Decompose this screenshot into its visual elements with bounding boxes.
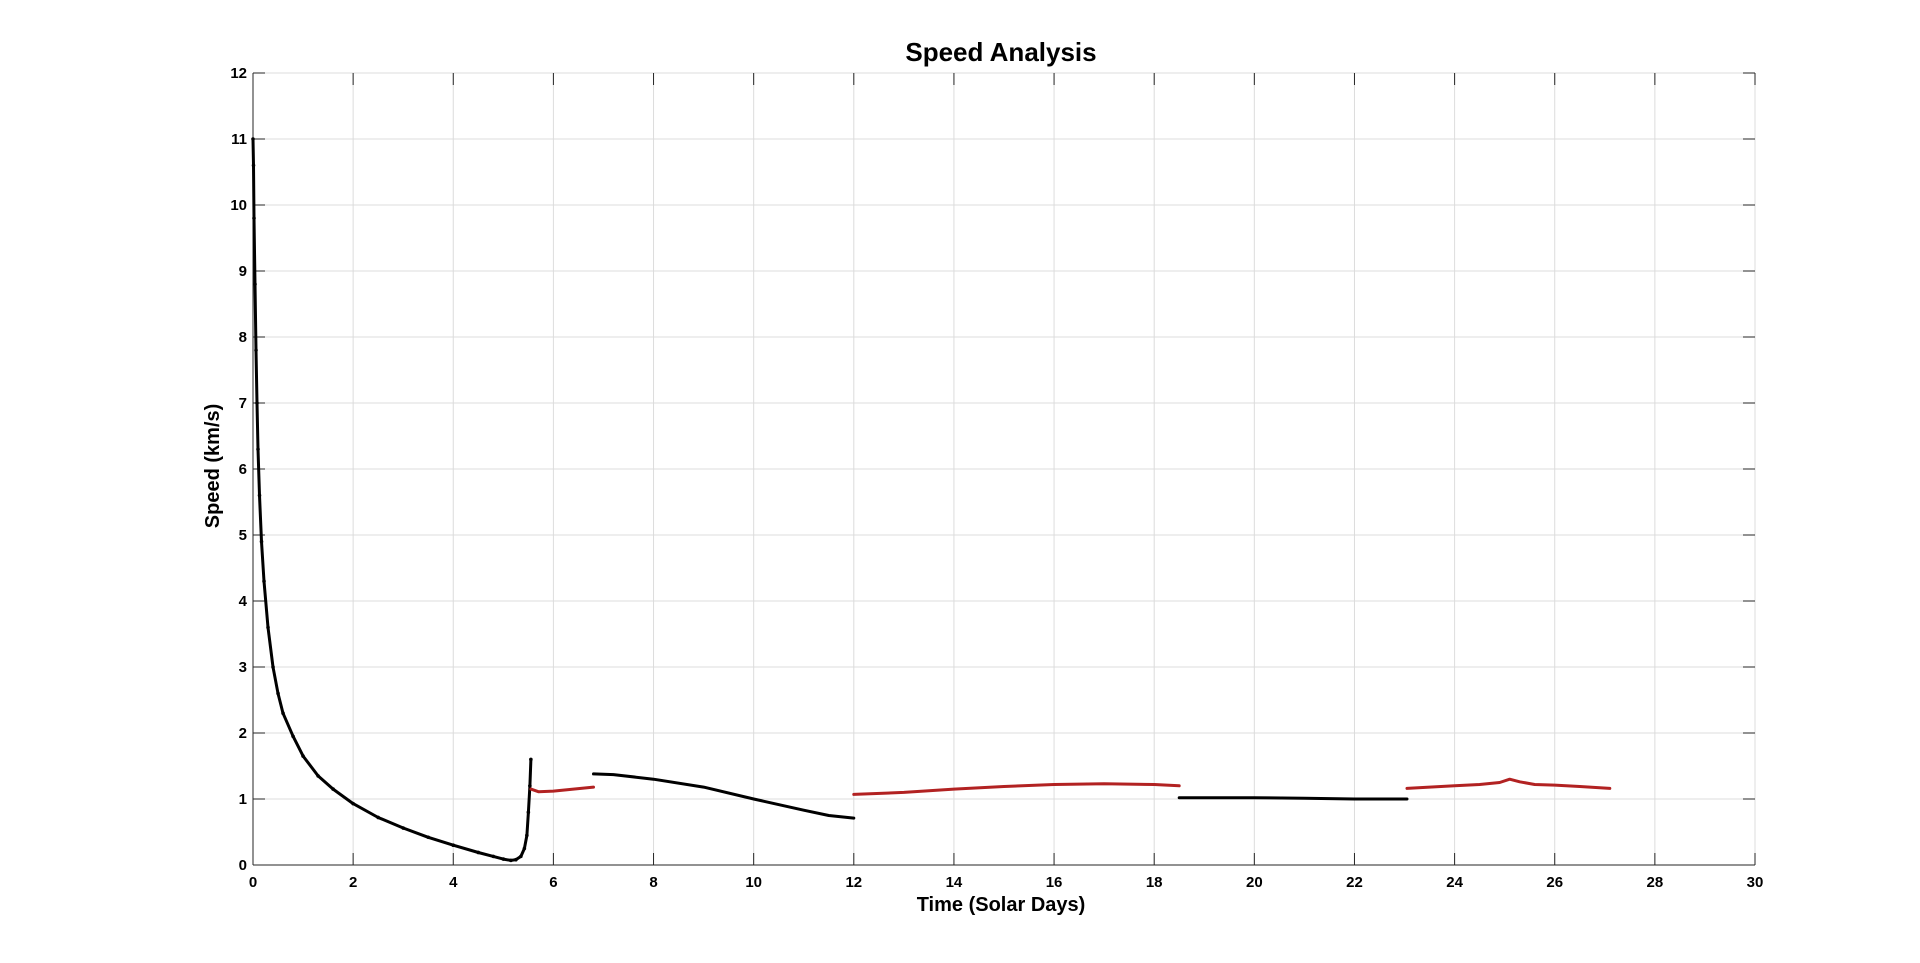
data-point <box>376 815 380 820</box>
data-point <box>266 625 270 630</box>
y-tick-label: 10 <box>230 197 247 214</box>
y-tick-label: 0 <box>239 857 247 874</box>
data-point <box>255 401 259 405</box>
data-point <box>476 850 481 855</box>
data-point <box>259 539 264 544</box>
data-point <box>316 774 320 778</box>
data-point <box>291 734 295 739</box>
data-point <box>401 826 406 830</box>
x-tick-label: 12 <box>845 874 862 891</box>
y-tick-label: 11 <box>231 131 247 148</box>
x-tick-label: 4 <box>449 874 458 891</box>
x-tick-label: 2 <box>349 874 357 891</box>
series-line-3 <box>592 772 856 820</box>
y-tick-label: 2 <box>239 725 247 742</box>
y-tick-label: 5 <box>239 527 247 544</box>
data-point <box>276 691 280 696</box>
data-point <box>281 711 285 715</box>
data-point <box>501 857 506 861</box>
data-point <box>526 810 531 814</box>
x-tick-label: 10 <box>745 874 762 891</box>
x-tick-label: 14 <box>946 874 963 891</box>
data-point <box>256 447 260 452</box>
data-point <box>509 858 513 863</box>
x-tick-label: 26 <box>1546 874 1563 891</box>
data-point <box>271 665 275 669</box>
x-tick-label: 16 <box>1046 874 1063 891</box>
data-point <box>301 754 305 758</box>
y-tick-label: 4 <box>239 593 248 610</box>
chart-title: Speed Analysis <box>905 37 1096 67</box>
data-point <box>257 493 262 498</box>
y-tick-label: 9 <box>239 263 247 280</box>
axes: 0 2 4 6 8 10 12 14 16 18 20 22 24 26 28 300123456789101… <box>230 65 1763 891</box>
y-tick-label: 1 <box>239 791 247 808</box>
series-line-1 <box>251 137 533 862</box>
data-point <box>254 348 258 353</box>
x-tick-label: 20 <box>1246 874 1263 891</box>
series-line-4 <box>852 782 1181 796</box>
data-point <box>528 784 532 788</box>
y-tick-label: 7 <box>239 395 247 412</box>
series-lines <box>251 137 1612 863</box>
y-tick-label: 8 <box>239 329 247 346</box>
data-point <box>351 801 355 806</box>
x-axis-label: Time (Solar Days) <box>917 894 1086 916</box>
x-tick-label: 18 <box>1146 874 1163 891</box>
data-point <box>451 843 456 847</box>
data-point <box>519 854 523 859</box>
data-point <box>529 757 533 762</box>
grid-lines <box>252 72 1756 866</box>
x-tick-label: 8 <box>649 874 657 891</box>
x-tick-label: 24 <box>1446 874 1463 891</box>
y-tick-label: 12 <box>230 65 247 82</box>
series-line-5 <box>1177 796 1409 801</box>
x-tick-label: 6 <box>549 874 557 891</box>
data-point <box>251 137 255 141</box>
data-point <box>331 787 335 791</box>
data-point <box>426 835 431 840</box>
series-line-2 <box>529 785 595 794</box>
data-point <box>491 854 496 859</box>
data-point <box>525 833 529 838</box>
data-point <box>522 846 527 851</box>
data-point <box>251 163 256 168</box>
y-axis-label: Speed (km/s) <box>202 404 224 528</box>
data-point <box>262 579 266 583</box>
x-tick-label: 28 <box>1647 874 1664 891</box>
x-tick-label: 30 <box>1747 874 1764 891</box>
series-line-6 <box>1405 777 1612 790</box>
x-tick-label: 0 <box>249 874 257 891</box>
x-tick-label: 22 <box>1346 874 1363 891</box>
data-point <box>253 282 257 287</box>
data-point <box>252 216 256 220</box>
y-tick-label: 3 <box>239 659 247 676</box>
data-point <box>514 857 518 862</box>
y-tick-label: 6 <box>239 461 247 478</box>
